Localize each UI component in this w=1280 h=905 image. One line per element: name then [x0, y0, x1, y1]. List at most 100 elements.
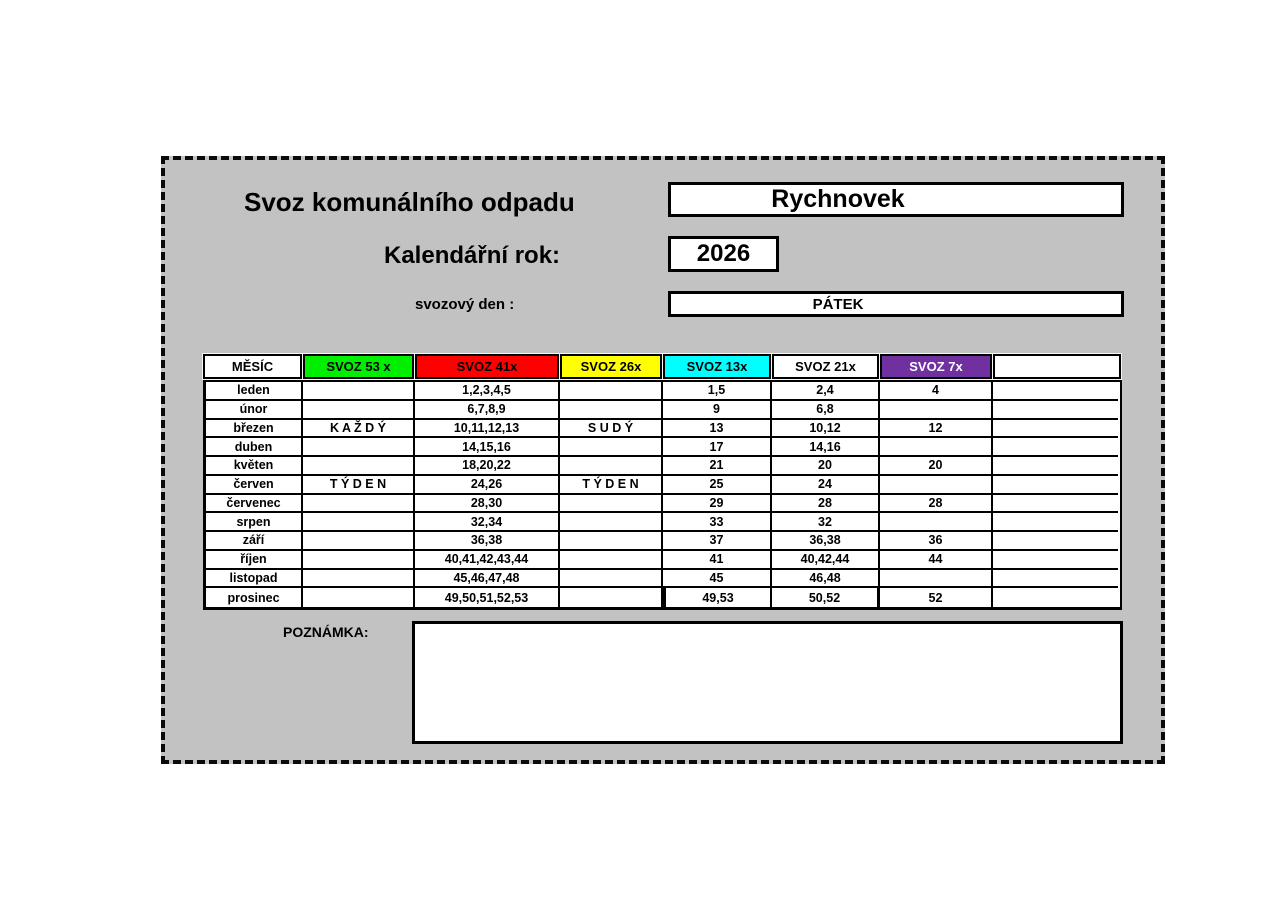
schedule-cell — [993, 532, 1118, 551]
schedule-cell: 28 — [880, 494, 993, 514]
schedule-cell — [880, 400, 993, 420]
month-cell: červenec — [206, 494, 303, 514]
year-field[interactable]: 2026 — [668, 236, 779, 272]
column-header-svoz-13x: SVOZ 13x — [663, 354, 771, 379]
schedule-cell: 17 — [663, 438, 772, 457]
month-cell: leden — [206, 382, 303, 401]
schedule-cell — [560, 400, 663, 420]
schedule-cell: 1,2,3,4,5 — [415, 382, 560, 401]
schedule-cell: 4 — [880, 382, 993, 401]
schedule-cell — [303, 513, 415, 532]
schedule-cell — [993, 588, 1118, 607]
note-box[interactable] — [412, 621, 1123, 744]
month-cell: září — [206, 532, 303, 551]
schedule-cell — [560, 513, 663, 532]
column-header-svoz-7x: SVOZ 7x — [880, 354, 992, 379]
schedule-cell: 36,38 — [415, 532, 560, 551]
municipality-value: Rychnovek — [771, 185, 905, 213]
table-body: leden 1,2,3,4,5 1,5 2,4 4 únor 6,7,8,9 9 6,8 břez… — [203, 380, 1122, 610]
schedule-cell — [993, 569, 1118, 589]
month-cell: prosinec — [206, 588, 303, 607]
month-cell: březen — [206, 419, 303, 439]
schedule-cell: 46,48 — [772, 569, 880, 589]
schedule-cell: 20 — [772, 457, 880, 476]
schedule-cell: 24 — [772, 475, 880, 495]
schedule-cell — [993, 438, 1118, 457]
schedule-cell — [560, 438, 663, 457]
collection-schedule-table: MĚSÍC SVOZ 53 x SVOZ 41x SVOZ 26x SVOZ 13x SV… — [203, 354, 1126, 610]
schedule-cell: 1,5 — [663, 382, 772, 401]
schedule-cell — [993, 400, 1118, 420]
month-cell: květen — [206, 457, 303, 476]
year-label: Kalendářní rok: — [384, 242, 561, 269]
table-header-row: MĚSÍC SVOZ 53 x SVOZ 41x SVOZ 26x SVOZ 13x SV… — [203, 354, 1126, 379]
schedule-cell: 28,30 — [415, 494, 560, 514]
schedule-cell — [560, 457, 663, 476]
schedule-cell: 49,53 — [663, 588, 772, 607]
schedule-cell — [993, 494, 1118, 514]
schedule-cell — [560, 532, 663, 551]
note-label: POZNÁMKA: — [283, 624, 369, 640]
schedule-cell: 12 — [880, 419, 993, 439]
column-header-svoz-26x: SVOZ 26x — [560, 354, 662, 379]
schedule-cell: 32,34 — [415, 513, 560, 532]
month-cell: říjen — [206, 550, 303, 570]
schedule-cell: 36,38 — [772, 532, 880, 551]
schedule-cell — [303, 382, 415, 401]
schedule-cell: 18,20,22 — [415, 457, 560, 476]
schedule-cell — [303, 569, 415, 589]
schedule-cell: 13 — [663, 419, 772, 439]
municipality-field[interactable]: Rychnovek — [668, 182, 1124, 217]
schedule-cell — [303, 494, 415, 514]
schedule-cell — [560, 494, 663, 514]
schedule-cell: 49,50,51,52,53 — [415, 588, 560, 607]
schedule-cell: S U D Ý — [560, 419, 663, 439]
schedule-cell: 14,15,16 — [415, 438, 560, 457]
schedule-cell: 28 — [772, 494, 880, 514]
schedule-cell — [993, 513, 1118, 532]
page-title: Svoz komunálního odpadu — [244, 187, 575, 217]
collection-day-value: PÁTEK — [812, 295, 864, 313]
schedule-cell — [993, 550, 1118, 570]
schedule-cell: 36 — [880, 532, 993, 551]
schedule-cell — [303, 400, 415, 420]
schedule-cell — [303, 438, 415, 457]
schedule-cell: 6,7,8,9 — [415, 400, 560, 420]
column-header-svoz-21x: SVOZ 21x — [772, 354, 879, 379]
schedule-cell: 32 — [772, 513, 880, 532]
schedule-cell: 40,42,44 — [772, 550, 880, 570]
schedule-cell — [993, 419, 1118, 439]
schedule-cell: 52 — [880, 588, 993, 607]
schedule-cell — [303, 457, 415, 476]
month-cell: únor — [206, 400, 303, 420]
collection-day-field[interactable]: PÁTEK — [668, 291, 1124, 317]
year-value: 2026 — [696, 240, 751, 267]
schedule-cell: 44 — [880, 550, 993, 570]
month-cell: srpen — [206, 513, 303, 532]
column-header-měsíc: MĚSÍC — [203, 354, 302, 379]
schedule-cell — [560, 588, 663, 607]
schedule-cell: T Ý D E N — [303, 475, 415, 495]
column-header-svoz-53-x: SVOZ 53 x — [303, 354, 414, 379]
schedule-cell: 33 — [663, 513, 772, 532]
column-header-svoz-41x: SVOZ 41x — [415, 354, 559, 379]
month-cell: duben — [206, 438, 303, 457]
schedule-cell: 45,46,47,48 — [415, 569, 560, 589]
schedule-cell — [303, 532, 415, 551]
schedule-cell — [993, 382, 1118, 401]
schedule-cell: 20 — [880, 457, 993, 476]
schedule-cell — [560, 569, 663, 589]
schedule-cell: 6,8 — [772, 400, 880, 420]
schedule-cell — [880, 569, 993, 589]
schedule-cell: 41 — [663, 550, 772, 570]
schedule-cell: 29 — [663, 494, 772, 514]
schedule-cell — [560, 550, 663, 570]
schedule-cell: T Ý D E N — [560, 475, 663, 495]
schedule-cell: 37 — [663, 532, 772, 551]
month-cell: listopad — [206, 569, 303, 589]
schedule-cell: 50,52 — [772, 588, 880, 607]
waste-collection-sheet: Svoz komunálního odpadu Rychnovek Kalend… — [161, 156, 1165, 764]
schedule-cell — [303, 588, 415, 607]
schedule-cell — [880, 438, 993, 457]
